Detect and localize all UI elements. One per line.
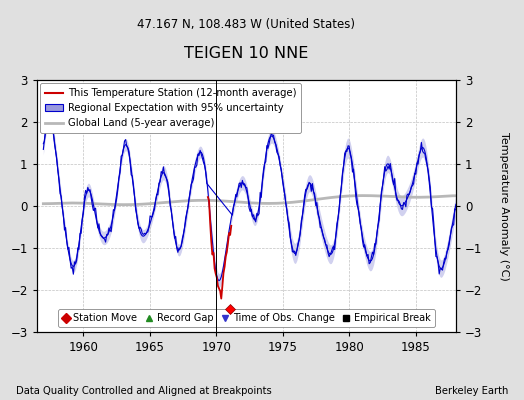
Title: TEIGEN 10 NNE: TEIGEN 10 NNE [184, 46, 309, 61]
Text: Berkeley Earth: Berkeley Earth [435, 386, 508, 396]
Text: Data Quality Controlled and Aligned at Breakpoints: Data Quality Controlled and Aligned at B… [16, 386, 271, 396]
Y-axis label: Temperature Anomaly (°C): Temperature Anomaly (°C) [499, 132, 509, 280]
Text: 47.167 N, 108.483 W (United States): 47.167 N, 108.483 W (United States) [137, 18, 355, 31]
Legend: Station Move, Record Gap, Time of Obs. Change, Empirical Break: Station Move, Record Gap, Time of Obs. C… [58, 309, 435, 327]
